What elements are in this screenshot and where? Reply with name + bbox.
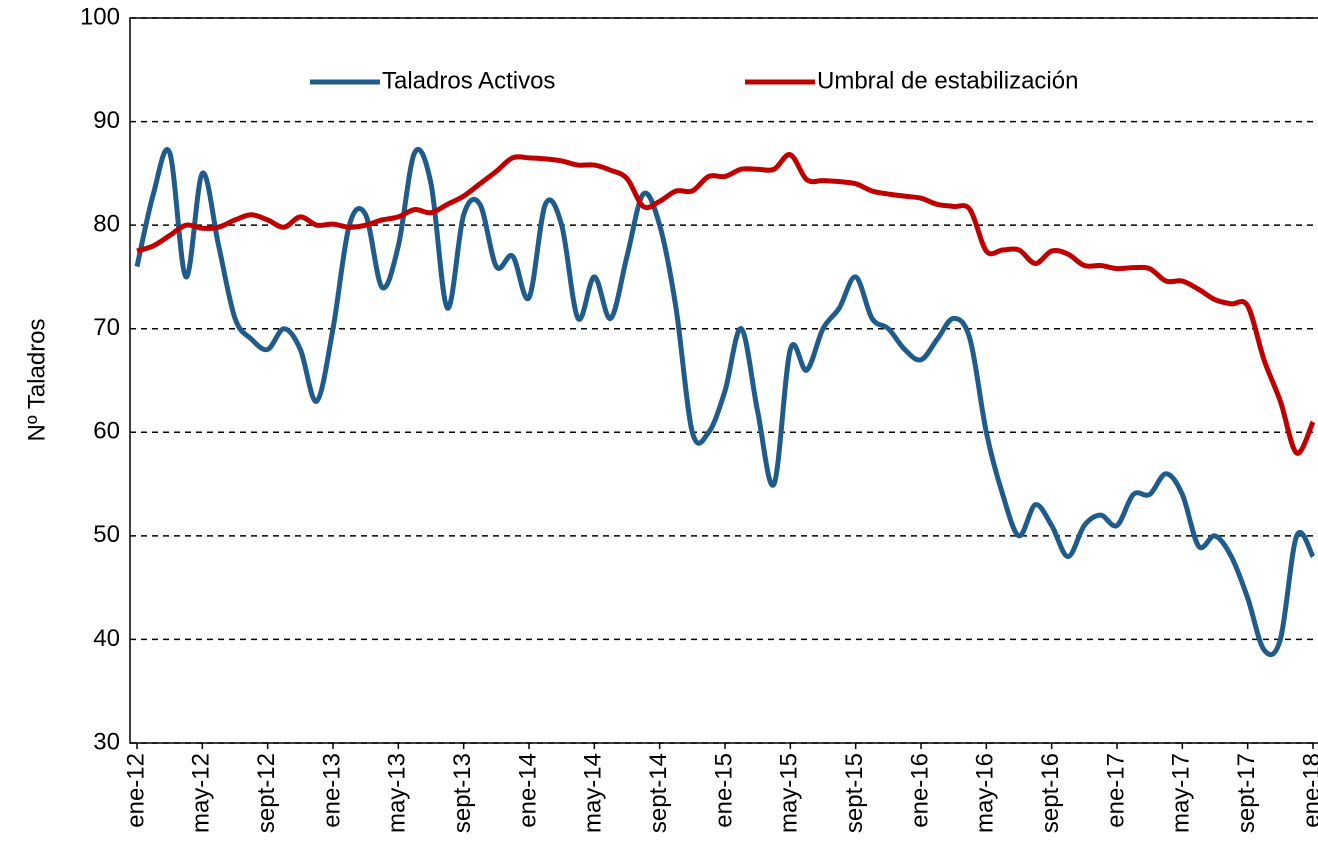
series-line (134, 146, 1316, 658)
legend-label: Umbral de estabilización (817, 67, 1078, 94)
y-tick-label: 100 (80, 3, 120, 30)
x-tick-label: ene-17 (1102, 753, 1129, 828)
x-tick-label: may-16 (972, 753, 999, 833)
y-tick-label: 80 (93, 210, 120, 237)
y-tick-label: 50 (93, 521, 120, 548)
x-tick-label: sept-15 (841, 753, 868, 833)
y-tick-label: 90 (93, 107, 120, 134)
x-tick-label: ene-13 (318, 753, 345, 828)
series-line (136, 152, 1316, 456)
y-tick-label: 40 (93, 625, 120, 652)
y-tick-label: 70 (93, 314, 120, 341)
x-tick-label: sept-17 (1233, 753, 1260, 833)
x-tick-label: ene-16 (906, 753, 933, 828)
x-tick-label: may-12 (188, 753, 215, 833)
y-tick-label: 60 (93, 418, 120, 445)
x-tick-label: may-14 (580, 753, 607, 833)
legend-label: Taladros Activos (382, 67, 555, 94)
x-tick-label: may-17 (1168, 753, 1195, 833)
x-tick-label: may-13 (384, 753, 411, 833)
y-axis-title: Nº Taladros (23, 318, 50, 441)
x-tick-label: ene-18 (1298, 753, 1318, 828)
x-tick-label: sept-12 (253, 753, 280, 833)
x-tick-label: sept-16 (1037, 753, 1064, 833)
x-tick-label: ene-15 (710, 753, 737, 828)
x-tick-label: sept-13 (449, 753, 476, 833)
x-tick-label: ene-12 (122, 753, 149, 828)
x-tick-label: ene-14 (514, 753, 541, 828)
x-tick-label: may-15 (776, 753, 803, 833)
x-tick-label: sept-14 (645, 753, 672, 833)
y-tick-label: 30 (93, 728, 120, 755)
plot-frame (129, 17, 1318, 744)
